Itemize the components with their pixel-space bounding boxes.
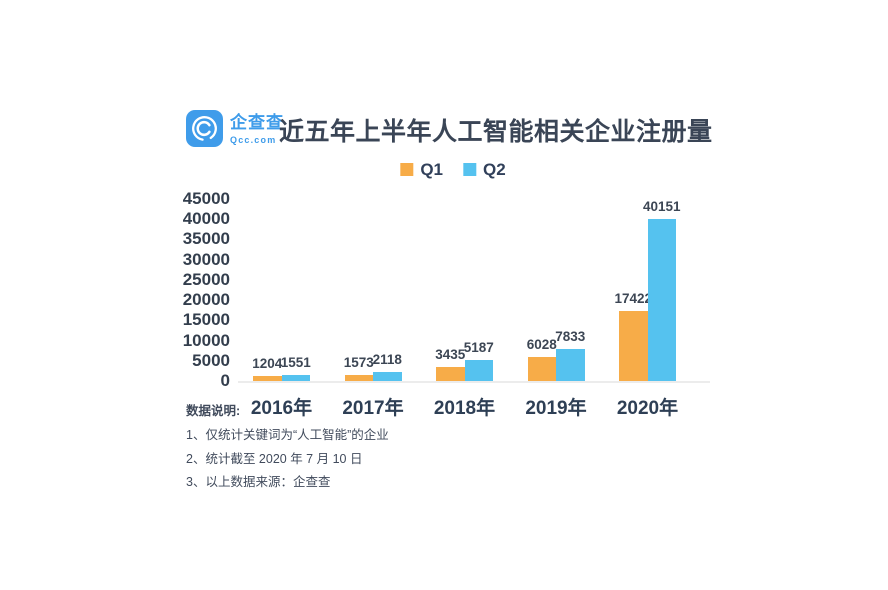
bar-value-label: 7833 [555,329,586,345]
y-tick-label: 10000 [182,330,230,350]
qcc-logo-name: 企查查 [230,113,284,132]
y-tick-label: 30000 [182,249,230,269]
bar-group-2020年: 17422 40151 2020年 [614,199,681,419]
y-tick-label: 5000 [192,350,230,370]
legend-swatch-q1 [400,163,414,176]
data-notes: 数据说明: 1、仅统计关键词为“人工智能”的企业 2、统计截至 2020 年 7 … [186,404,389,489]
data-notes-heading: 数据说明: [186,404,241,418]
x-tick-label: 2019年 [525,398,587,419]
qcc-logo: 企查查 Qcc.com [230,113,284,145]
qcc-logo-domain: Qcc.com [230,135,277,145]
bar-q2-2017年: 2118 [373,352,402,381]
bar-group-2018年: 3435 5187 2018年 [434,199,495,419]
y-tick-label: 40000 [182,209,230,229]
x-tick-label: 2018年 [433,398,496,419]
legend: Q1 Q2 [400,161,506,178]
y-tick-label: 35000 [182,229,230,249]
qcc-logo-icon [186,110,223,147]
y-axis: 45000 40000 35000 30000 25000 20000 15000 10000… [120,190,230,390]
bar-value-label: 40151 [642,198,681,214]
bar-value-label: 2118 [372,352,402,368]
bar-q1-2017年: 1573 [344,355,374,381]
y-tick-label: 20000 [182,290,230,310]
bar-group-2016年: 1204 1551 2016年 [251,199,312,419]
x-axis-line [238,381,710,383]
bar-value-label: 3435 [435,347,466,363]
bar-group-2019年: 6028 7833 2019年 [525,199,586,419]
legend-item-q1: Q1 [400,161,443,178]
y-tick-label: 15000 [182,310,230,330]
bar-value-label: 1204 [252,356,283,372]
bar-group-2017年: 1573 2118 2017年 [342,199,403,419]
chart-title: 近五年上半年人工智能相关企业注册量 [279,118,713,146]
y-tick-label: 25000 [182,269,230,289]
bar-q1-2016年: 1204 [252,356,282,381]
bar-q1-2020年: 17422 [614,291,652,381]
bar-value-label: 1551 [280,354,311,370]
plot-area: 1204 1551 2016年 1573 2118 2017年 3435 5187 2018年 6… [240,199,710,419]
bar-value-label: 1573 [343,354,374,370]
bar-value-label: 5187 [463,340,494,355]
bar-q1-2018年: 3435 [435,347,465,381]
bar-q2-2019年: 7833 [555,329,585,381]
bar-q2-2018年: 5187 [464,340,494,381]
bar-value-label: 17422 [614,290,653,306]
legend-swatch-q2 [463,163,476,176]
bar-q1-2019年: 6028 [527,337,557,381]
data-notes-list: 1、仅统计关键词为“人工智能”的企业 2、统计截至 2020 年 7 月 10 日… [186,428,389,489]
x-tick-label: 2017年 [342,398,404,419]
x-tick-label: 2016年 [250,398,313,419]
bar-value-label: 6028 [526,336,557,352]
bar-q2-2020年: 40151 [643,199,681,381]
legend-label-q2: Q2 [483,160,506,179]
legend-label-q1: Q1 [420,160,443,179]
data-note-item: 3、以上数据来源：企查查 [186,475,331,489]
data-note-item: 1、仅统计关键词为“人工智能”的企业 [186,428,389,442]
y-tick-label: 0 [220,370,230,390]
bar-q2-2016年: 1551 [281,355,311,381]
y-tick-label: 45000 [182,189,230,208]
x-tick-label: 2020年 [616,398,679,419]
qcc-swirl-icon [192,116,217,141]
data-note-item: 2、统计截至 2020 年 7 月 10 日 [186,451,363,466]
legend-item-q2: Q2 [463,161,506,178]
